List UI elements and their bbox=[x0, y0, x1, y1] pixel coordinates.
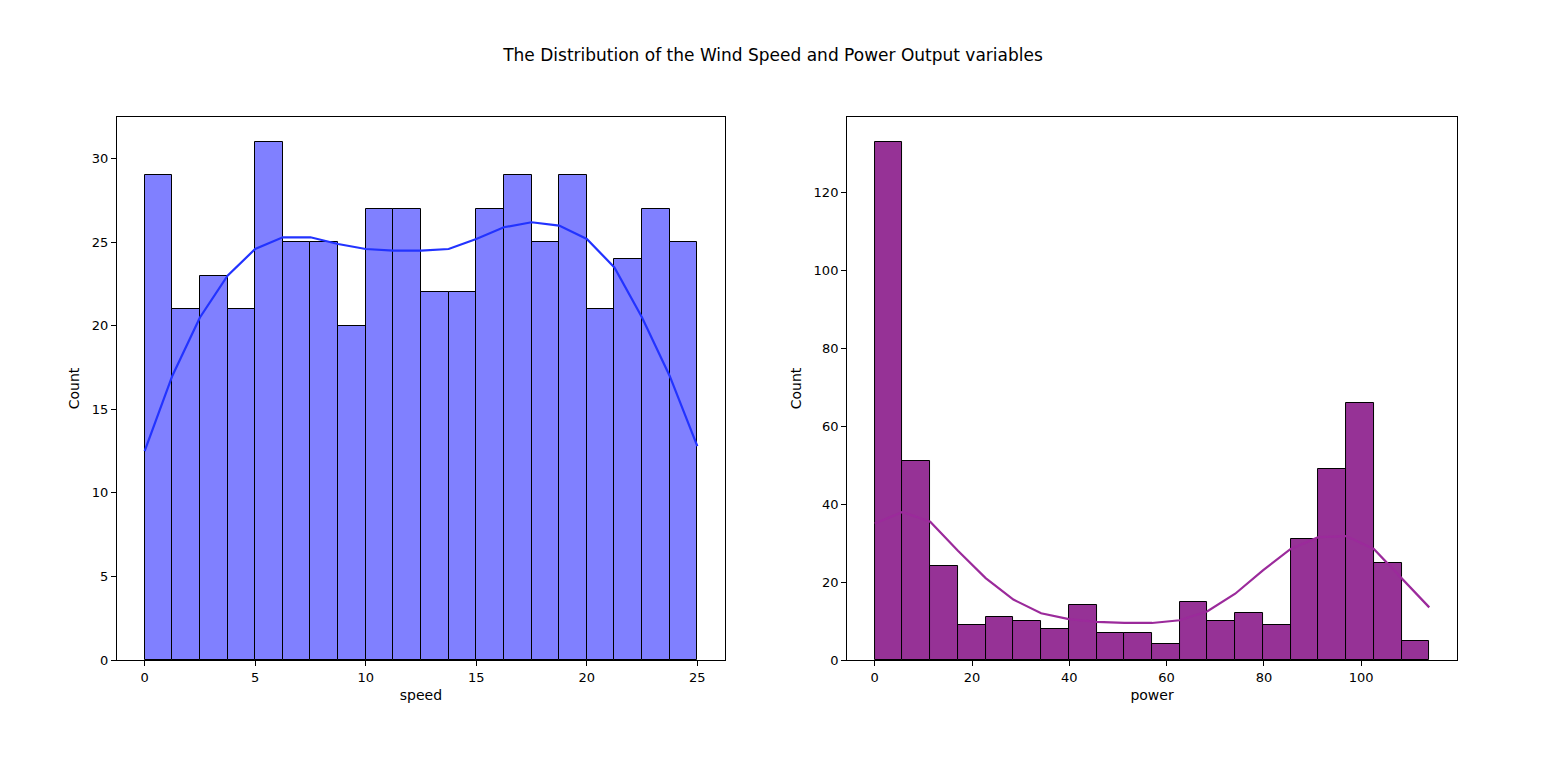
svg-text:5: 5 bbox=[100, 569, 108, 584]
svg-text:20: 20 bbox=[822, 575, 839, 590]
svg-text:100: 100 bbox=[814, 263, 839, 278]
svg-text:Count: Count bbox=[788, 367, 804, 409]
svg-text:30: 30 bbox=[92, 151, 109, 166]
svg-text:power: power bbox=[1130, 687, 1174, 703]
svg-text:Count: Count bbox=[66, 367, 82, 409]
svg-text:100: 100 bbox=[1349, 670, 1374, 685]
svg-text:0: 0 bbox=[871, 670, 879, 685]
svg-text:10: 10 bbox=[357, 670, 374, 685]
svg-text:60: 60 bbox=[822, 419, 839, 434]
svg-text:0: 0 bbox=[100, 653, 108, 668]
svg-text:speed: speed bbox=[400, 687, 442, 703]
svg-text:120: 120 bbox=[814, 185, 839, 200]
svg-text:10: 10 bbox=[92, 485, 109, 500]
svg-text:15: 15 bbox=[468, 670, 485, 685]
svg-text:25: 25 bbox=[689, 670, 706, 685]
svg-text:40: 40 bbox=[822, 497, 839, 512]
svg-text:5: 5 bbox=[251, 670, 259, 685]
svg-text:80: 80 bbox=[822, 341, 839, 356]
svg-text:60: 60 bbox=[1158, 670, 1175, 685]
svg-text:The Distribution of the Wind S: The Distribution of the Wind Speed and P… bbox=[502, 45, 1043, 65]
svg-text:20: 20 bbox=[964, 670, 981, 685]
svg-text:25: 25 bbox=[92, 235, 109, 250]
svg-text:15: 15 bbox=[92, 402, 109, 417]
svg-text:0: 0 bbox=[830, 653, 838, 668]
svg-text:20: 20 bbox=[579, 670, 596, 685]
svg-text:80: 80 bbox=[1256, 670, 1273, 685]
svg-text:20: 20 bbox=[92, 318, 109, 333]
svg-text:0: 0 bbox=[140, 670, 148, 685]
svg-text:40: 40 bbox=[1061, 670, 1078, 685]
